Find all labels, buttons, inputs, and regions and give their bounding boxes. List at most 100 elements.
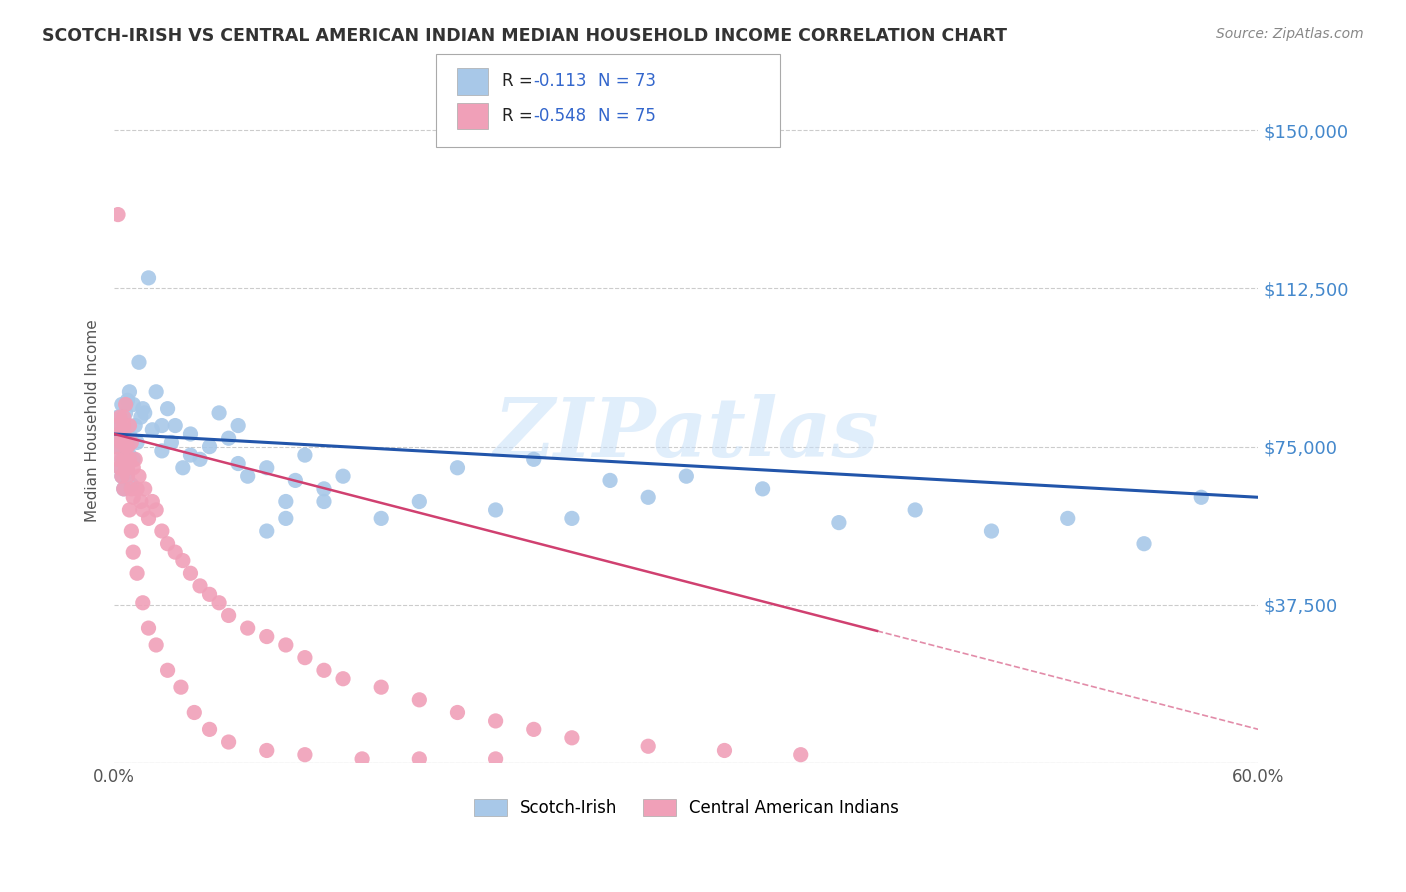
Point xyxy=(179,566,201,581)
Point xyxy=(675,469,697,483)
Point xyxy=(523,452,546,467)
Point xyxy=(980,524,1002,538)
Point xyxy=(208,406,231,420)
Point xyxy=(138,621,160,635)
Point xyxy=(118,448,141,462)
Point xyxy=(117,440,139,454)
Point xyxy=(118,503,141,517)
Point xyxy=(112,482,135,496)
Point xyxy=(284,474,307,488)
Point xyxy=(111,469,134,483)
Point xyxy=(129,410,152,425)
Point xyxy=(256,460,278,475)
Point xyxy=(124,452,146,467)
Text: -0.548: -0.548 xyxy=(533,107,586,125)
Point xyxy=(179,427,201,442)
Text: N = 73: N = 73 xyxy=(598,72,655,90)
Point xyxy=(160,435,183,450)
Point xyxy=(122,397,145,411)
Point xyxy=(370,680,392,694)
Point xyxy=(828,516,851,530)
Point xyxy=(183,706,205,720)
Point xyxy=(111,397,134,411)
Point xyxy=(122,452,145,467)
Point xyxy=(352,752,374,766)
Point xyxy=(156,663,179,677)
Point xyxy=(118,418,141,433)
Point xyxy=(156,401,179,416)
Point xyxy=(108,418,131,433)
Point xyxy=(172,460,194,475)
Point xyxy=(120,524,142,538)
Point xyxy=(312,482,335,496)
Point xyxy=(117,440,139,454)
Point xyxy=(484,752,506,766)
Point xyxy=(294,650,316,665)
Point xyxy=(112,410,135,425)
Point xyxy=(236,621,259,635)
Point xyxy=(112,482,135,496)
Point xyxy=(114,431,136,445)
Point xyxy=(112,443,135,458)
Point xyxy=(713,743,735,757)
Point xyxy=(107,410,129,425)
Point xyxy=(108,460,131,475)
Point xyxy=(170,680,193,694)
Point xyxy=(117,469,139,483)
Point xyxy=(484,503,506,517)
Point xyxy=(150,524,173,538)
Point xyxy=(122,460,145,475)
Point xyxy=(124,418,146,433)
Point xyxy=(165,545,187,559)
Point xyxy=(118,384,141,399)
Point xyxy=(120,431,142,445)
Point xyxy=(112,452,135,467)
Point xyxy=(132,503,155,517)
Point xyxy=(218,431,240,445)
Point xyxy=(128,355,150,369)
Point xyxy=(117,460,139,475)
Point xyxy=(114,440,136,454)
Point xyxy=(1189,491,1212,505)
Text: ZIPatlas: ZIPatlas xyxy=(494,394,879,474)
Point xyxy=(114,406,136,420)
Point xyxy=(274,494,297,508)
Point xyxy=(256,524,278,538)
Point xyxy=(105,418,128,433)
Text: SCOTCH-IRISH VS CENTRAL AMERICAN INDIAN MEDIAN HOUSEHOLD INCOME CORRELATION CHAR: SCOTCH-IRISH VS CENTRAL AMERICAN INDIAN … xyxy=(42,27,1007,45)
Point xyxy=(138,271,160,285)
Point xyxy=(120,482,142,496)
Point xyxy=(108,435,131,450)
Point xyxy=(105,440,128,454)
Point xyxy=(129,494,152,508)
Point xyxy=(125,482,148,496)
Point xyxy=(561,731,583,745)
Point xyxy=(637,491,659,505)
Point xyxy=(751,482,773,496)
Point xyxy=(125,435,148,450)
Point xyxy=(111,452,134,467)
Point xyxy=(484,714,506,728)
Point xyxy=(198,587,221,601)
Point xyxy=(112,423,135,437)
Point xyxy=(637,739,659,754)
Point xyxy=(120,477,142,491)
Point xyxy=(523,723,546,737)
Point xyxy=(108,460,131,475)
Point xyxy=(105,440,128,454)
Point xyxy=(117,393,139,408)
Point xyxy=(236,469,259,483)
Point xyxy=(117,465,139,479)
Point xyxy=(118,452,141,467)
Point xyxy=(111,469,134,483)
Point xyxy=(165,418,187,433)
Point xyxy=(226,418,249,433)
Point xyxy=(108,410,131,425)
Point xyxy=(790,747,813,762)
Point xyxy=(312,663,335,677)
Point xyxy=(114,457,136,471)
Point xyxy=(408,494,430,508)
Point xyxy=(408,693,430,707)
Point xyxy=(370,511,392,525)
Point xyxy=(218,608,240,623)
